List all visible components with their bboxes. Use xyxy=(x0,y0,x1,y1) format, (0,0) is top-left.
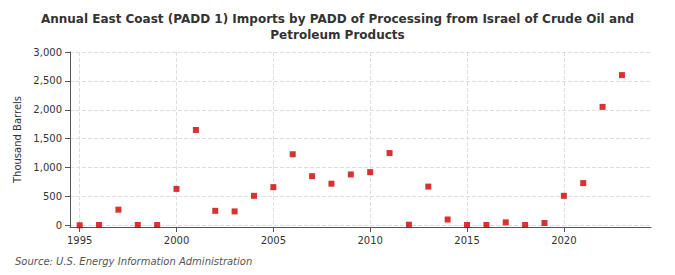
svg-text:2,000: 2,000 xyxy=(33,104,62,115)
svg-text:0: 0 xyxy=(56,220,62,231)
svg-text:2,500: 2,500 xyxy=(33,75,62,86)
svg-text:2015: 2015 xyxy=(454,235,479,246)
svg-text:Source: U.S. Energy Informatio: Source: U.S. Energy Information Administ… xyxy=(15,256,252,267)
svg-text:3,000: 3,000 xyxy=(33,47,62,58)
svg-text:2000: 2000 xyxy=(164,235,189,246)
svg-text:1995: 1995 xyxy=(67,235,92,246)
svg-text:2020: 2020 xyxy=(551,235,576,246)
svg-text:1,500: 1,500 xyxy=(33,133,62,144)
svg-text:1,000: 1,000 xyxy=(33,162,62,173)
svg-text:Petroleum Products: Petroleum Products xyxy=(270,28,404,42)
svg-text:Thousand Barrels: Thousand Barrels xyxy=(12,96,23,184)
svg-text:2010: 2010 xyxy=(357,235,382,246)
svg-text:Annual East Coast (PADD 1) Imp: Annual East Coast (PADD 1) Imports by PA… xyxy=(41,12,634,26)
svg-text:2005: 2005 xyxy=(261,235,286,246)
svg-text:500: 500 xyxy=(43,191,62,202)
